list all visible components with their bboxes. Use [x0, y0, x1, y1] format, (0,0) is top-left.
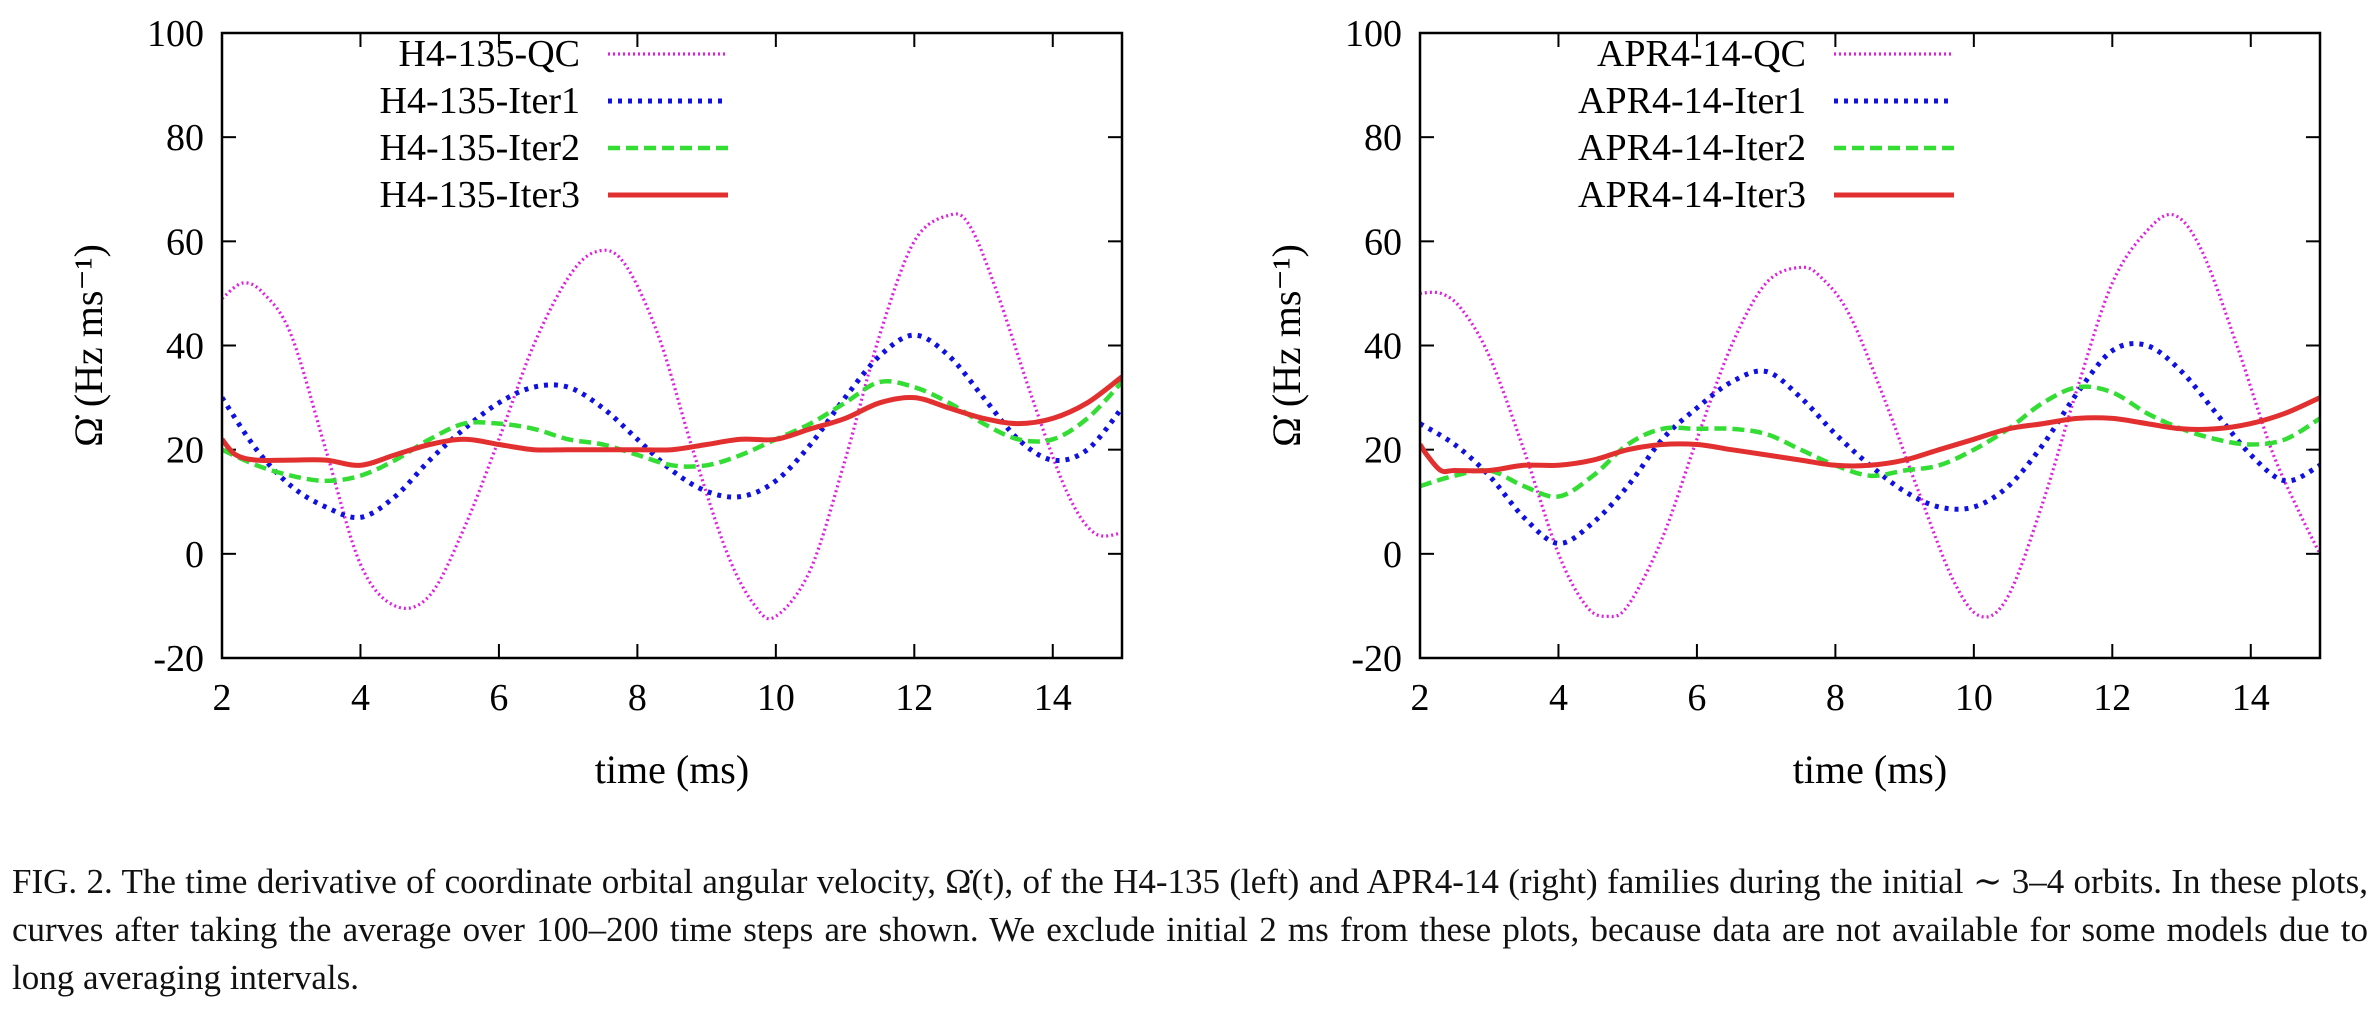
- legend-label: APR4-14-Iter1: [1578, 80, 1806, 122]
- series-line-h4-135-qc: [222, 212, 1122, 621]
- y-tick-label: 100: [147, 13, 204, 55]
- legend-label: H4-135-Iter2: [380, 127, 580, 169]
- y-tick-label: 80: [166, 117, 204, 159]
- x-tick-label: 10: [1955, 677, 1993, 719]
- series-line-apr4-14-iter2: [1420, 384, 2320, 499]
- legend-label: APR4-14-Iter2: [1578, 127, 1806, 169]
- legend-label: APR4-14-Iter3: [1578, 174, 1806, 216]
- x-tick-label: 14: [1034, 677, 1072, 719]
- y-tick-label: 60: [1364, 221, 1402, 263]
- figure-caption: FIG. 2. The time derivative of coordinat…: [12, 862, 2368, 997]
- y-tick-label: 20: [1364, 430, 1402, 472]
- plot-frame: [220, 31, 1124, 660]
- y-tick-label: 0: [185, 534, 204, 576]
- chart-panel-2: -20 0 20 40 60 80 100 2 4 6 8 10 12 14 APR4-14-QC APR4-…: [1264, 13, 2322, 792]
- y-tick-label: 60: [166, 221, 204, 263]
- y-axis-title: Ω̇ (Hz ms⁻¹): [66, 244, 111, 447]
- legend-label: H4-135-Iter1: [380, 80, 580, 122]
- x-axis-title: time (ms): [1793, 747, 1947, 792]
- x-tick-label: 4: [1549, 677, 1568, 719]
- plot-frame: [1418, 31, 2322, 660]
- x-tick-label: 4: [351, 677, 370, 719]
- y-tick-label: 40: [1364, 326, 1402, 368]
- series-line-h4-135-iter1: [222, 332, 1122, 521]
- y-tick-label: 40: [166, 326, 204, 368]
- y-tick-label: 0: [1383, 534, 1402, 576]
- x-tick-label: 6: [489, 677, 508, 719]
- series-line-apr4-14-qc: [1420, 212, 2320, 619]
- y-tick-label: 80: [1364, 117, 1402, 159]
- x-tick-label: 8: [628, 677, 647, 719]
- x-tick-label: 6: [1687, 677, 1706, 719]
- series-line-h4-135-iter3: [222, 374, 1122, 468]
- x-tick-label: 12: [895, 677, 933, 719]
- y-axis-title: Ω̇ (Hz ms⁻¹): [1264, 244, 1309, 447]
- legend-label: H4-135-Iter3: [380, 174, 580, 216]
- legend-label: H4-135-QC: [398, 33, 580, 75]
- y-tick-label: 100: [1345, 13, 1402, 55]
- legend-label: APR4-14-QC: [1597, 33, 1806, 75]
- x-tick-label: 8: [1826, 677, 1845, 719]
- x-tick-label: 14: [2232, 677, 2270, 719]
- series-line-apr4-14-iter1: [1420, 341, 2320, 546]
- x-axis-title: time (ms): [595, 747, 749, 792]
- x-tick-label: 2: [1411, 677, 1430, 719]
- series-line-apr4-14-iter3: [1420, 395, 2320, 475]
- x-tick-label: 2: [213, 677, 232, 719]
- y-tick-label: -20: [153, 638, 204, 680]
- chart-panel-1: -20 0 20 40 60 80 100 2 4 6 8 10 12 14 H4-135-QC H4-135…: [66, 13, 1124, 792]
- y-tick-label: 20: [166, 430, 204, 472]
- x-tick-label: 12: [2093, 677, 2131, 719]
- y-tick-label: -20: [1351, 638, 1402, 680]
- x-tick-label: 10: [757, 677, 795, 719]
